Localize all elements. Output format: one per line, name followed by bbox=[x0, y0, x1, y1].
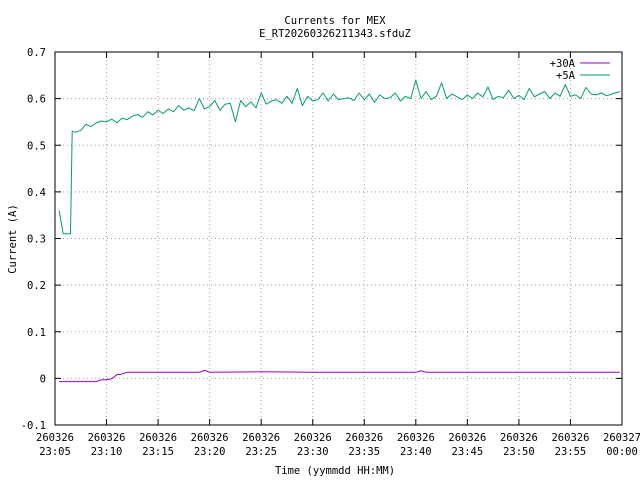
grid-lines bbox=[55, 52, 622, 425]
y-tick-label: 0.6 bbox=[27, 94, 46, 106]
x-tick-label-date: 260326 bbox=[294, 432, 332, 444]
x-tick-label-date: 260326 bbox=[500, 432, 538, 444]
series-line-30a bbox=[59, 369, 620, 383]
x-tick-label-date: 260326 bbox=[88, 432, 126, 444]
x-tick-label-date: 260326 bbox=[191, 432, 229, 444]
y-tick-label: 0 bbox=[40, 373, 46, 385]
x-tick-label-date: 260326 bbox=[139, 432, 177, 444]
x-tick-label-time: 23:35 bbox=[348, 446, 380, 458]
y-axis-label: Current (A) bbox=[7, 204, 19, 274]
x-tick-label-date: 260326 bbox=[345, 432, 383, 444]
y-tick-label: 0.5 bbox=[27, 140, 46, 152]
legend-label: +5A bbox=[556, 70, 576, 82]
x-tick-label-time: 23:40 bbox=[400, 446, 432, 458]
x-tick-label-date: 260326 bbox=[242, 432, 280, 444]
y-tick-label: 0.4 bbox=[27, 187, 46, 199]
y-tick-label: 0.2 bbox=[27, 280, 46, 292]
x-tick-label-time: 23:10 bbox=[91, 446, 123, 458]
x-tick-label-date: 260326 bbox=[36, 432, 74, 444]
plot-frame bbox=[54, 51, 623, 426]
legend-label: +30A bbox=[550, 58, 576, 70]
x-axis-ticks: 260326 23:05 260326 23:10 260326 23:15 260326 2… bbox=[36, 52, 640, 458]
y-axis-ticks: -0.1 0 0.1 0.2 0.3 0.4 0.5 0.6 0.7 bbox=[21, 47, 622, 432]
series-lines bbox=[58, 79, 621, 383]
x-tick-label-time: 23:05 bbox=[39, 446, 71, 458]
x-tick-label-time: 23:55 bbox=[555, 446, 587, 458]
x-tick-label-time: 23:50 bbox=[503, 446, 535, 458]
x-tick-label-time: 23:30 bbox=[297, 446, 329, 458]
chart-title: Currents for MEX bbox=[284, 15, 386, 27]
x-tick-label-date: 260326 bbox=[551, 432, 589, 444]
legend: +30A+5A bbox=[550, 58, 610, 82]
y-tick-label: 0.1 bbox=[27, 327, 46, 339]
x-tick-label-date: 260326 bbox=[397, 432, 435, 444]
x-tick-label-time: 23:25 bbox=[245, 446, 277, 458]
x-tick-label-time: 23:15 bbox=[142, 446, 174, 458]
x-tick-label-date: 260326 bbox=[448, 432, 486, 444]
x-tick-label-date: 260327 bbox=[603, 432, 640, 444]
x-axis-label: Time (yymmdd HH:MM) bbox=[275, 465, 395, 477]
x-tick-label-time: 23:45 bbox=[452, 446, 484, 458]
series-line-5a bbox=[58, 79, 621, 235]
y-tick-label: -0.1 bbox=[21, 420, 46, 432]
chart-subtitle: E_RT20260326211343.sfduZ bbox=[259, 28, 411, 40]
x-tick-label-time: 00:00 bbox=[606, 446, 638, 458]
y-tick-label: 0.3 bbox=[27, 234, 46, 246]
x-tick-label-time: 23:20 bbox=[194, 446, 226, 458]
y-tick-label: 0.7 bbox=[27, 47, 46, 59]
